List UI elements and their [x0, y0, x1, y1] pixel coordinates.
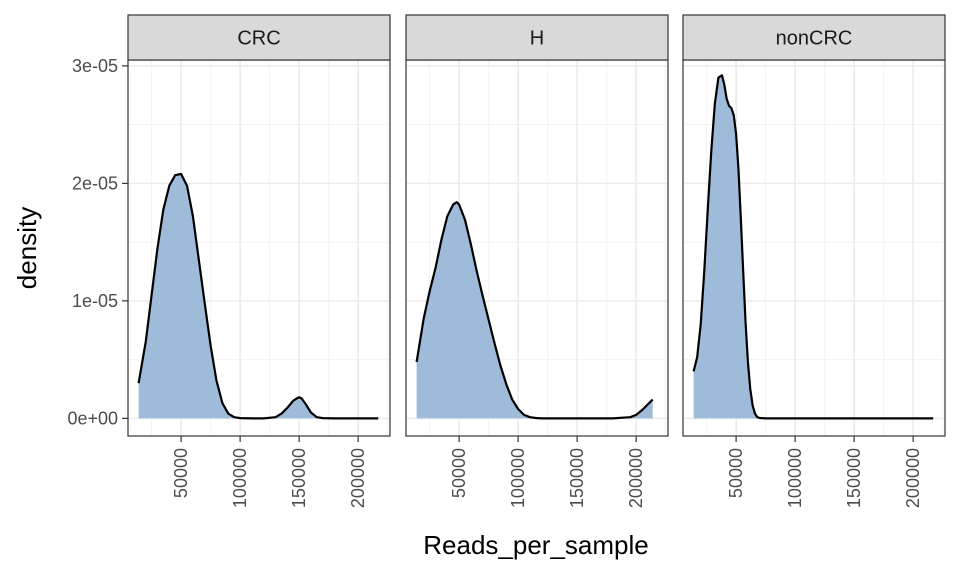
strip-label-h: H — [530, 28, 544, 50]
y-tick-label: 0e+00 — [67, 408, 118, 428]
density-line-h — [415, 201, 654, 420]
strip-background — [682, 14, 946, 61]
x-tick-label: 150000 — [289, 448, 309, 508]
y-tick-label: 2e-05 — [72, 173, 118, 193]
x-tick-label: 100000 — [785, 448, 805, 508]
x-tick-label: 50000 — [726, 448, 746, 498]
x-tick-label: 200000 — [626, 448, 646, 508]
density-line-noncrc — [692, 74, 934, 420]
density-area-h — [416, 202, 653, 419]
x-axis-title: Reads_per_sample — [423, 530, 648, 560]
density-line-crc — [137, 172, 379, 420]
x-tick-label: 100000 — [230, 448, 250, 508]
x-tick-label: 50000 — [171, 448, 191, 498]
facet-panel-noncrc: nonCRC 50000 100000 150000 200000 — [682, 14, 946, 508]
strip-label-crc: CRC — [237, 28, 280, 50]
facet-panel-crc: CRC 50000 100000 150000 200000 — [127, 14, 391, 508]
y-axis-title: density — [12, 207, 42, 289]
y-axis: 0e+00 1e-05 2e-05 3e-05 — [67, 56, 128, 428]
strip-background — [127, 14, 391, 61]
y-tick-label: 1e-05 — [72, 291, 118, 311]
density-area-crc — [138, 173, 379, 419]
x-tick-label: 100000 — [508, 448, 528, 508]
x-tick-label: 150000 — [844, 448, 864, 508]
x-tick-label: 50000 — [449, 448, 469, 498]
facet-panels: CRC 50000 100000 150000 200000 H 50000 100000 15… — [127, 14, 946, 508]
strip-background — [405, 14, 669, 61]
x-tick-label: 150000 — [567, 448, 587, 508]
strip-label-noncrc: nonCRC — [776, 28, 853, 50]
x-tick-label: 200000 — [348, 448, 368, 508]
y-tick-label: 3e-05 — [72, 56, 118, 76]
facet-panel-h: H 50000 100000 150000 200000 — [405, 14, 669, 508]
x-tick-label: 200000 — [903, 448, 923, 508]
